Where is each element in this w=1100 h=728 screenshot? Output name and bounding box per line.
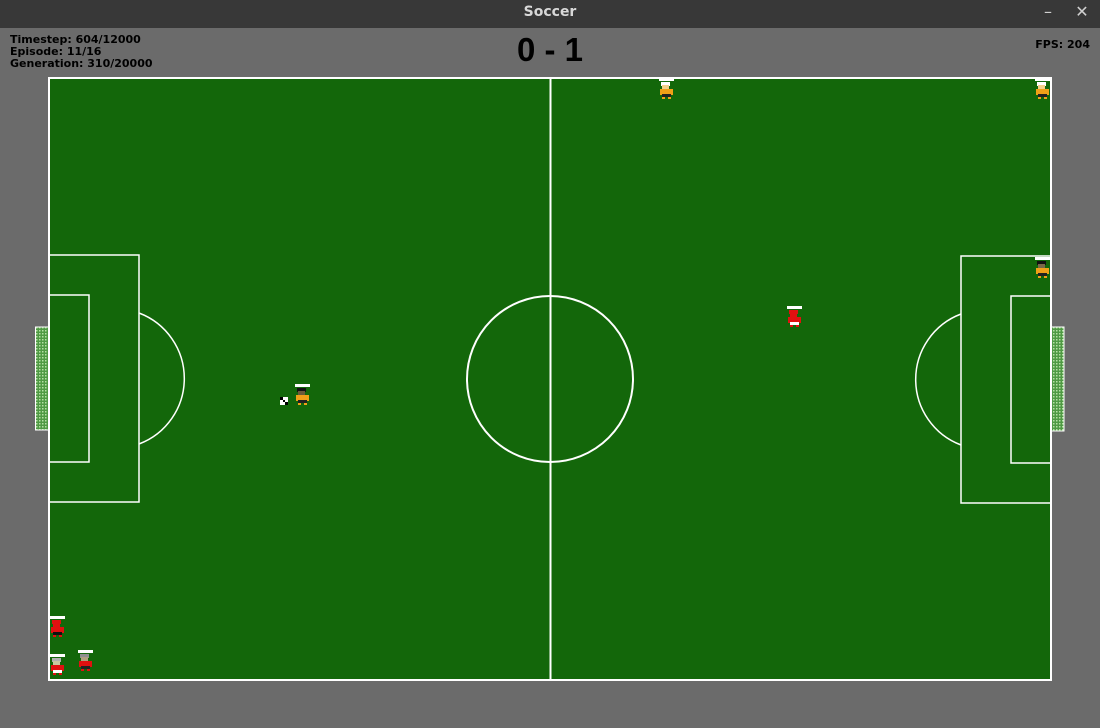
right-goal-net [1050,326,1065,432]
close-button[interactable]: ✕ [1075,2,1089,21]
left-goal-box [48,294,90,463]
center-circle [466,295,634,463]
player-orange-3 [295,384,310,405]
fps-counter: FPS: 204 [1035,38,1090,51]
player-red-5 [787,306,802,327]
window-title: Soccer [523,4,577,20]
stats-panel: Timestep: 604/12000 Episode: 11/16 Gener… [10,34,153,70]
player-red-7 [50,654,65,675]
player-red-8 [78,650,93,671]
left-penalty-arc [138,312,185,445]
episode-label: Episode: 11/16 [10,45,102,58]
right-goal-box [1010,295,1052,464]
player-orange-1 [659,78,674,99]
player-orange-4 [1035,257,1050,278]
window-titlebar: Soccer – ✕ [0,0,1100,28]
player-orange-2 [1035,78,1050,99]
timestep-label: Timestep: 604/12000 [10,33,141,46]
right-penalty-arc [915,313,962,446]
left-goal-net [35,326,49,431]
ball [280,397,288,405]
scoreboard: 0 - 1 [516,31,584,68]
minimize-button[interactable]: – [1044,2,1052,21]
player-red-6 [50,616,65,637]
generation-label: Generation: 310/20000 [10,57,153,70]
players-layer [50,78,1050,675]
